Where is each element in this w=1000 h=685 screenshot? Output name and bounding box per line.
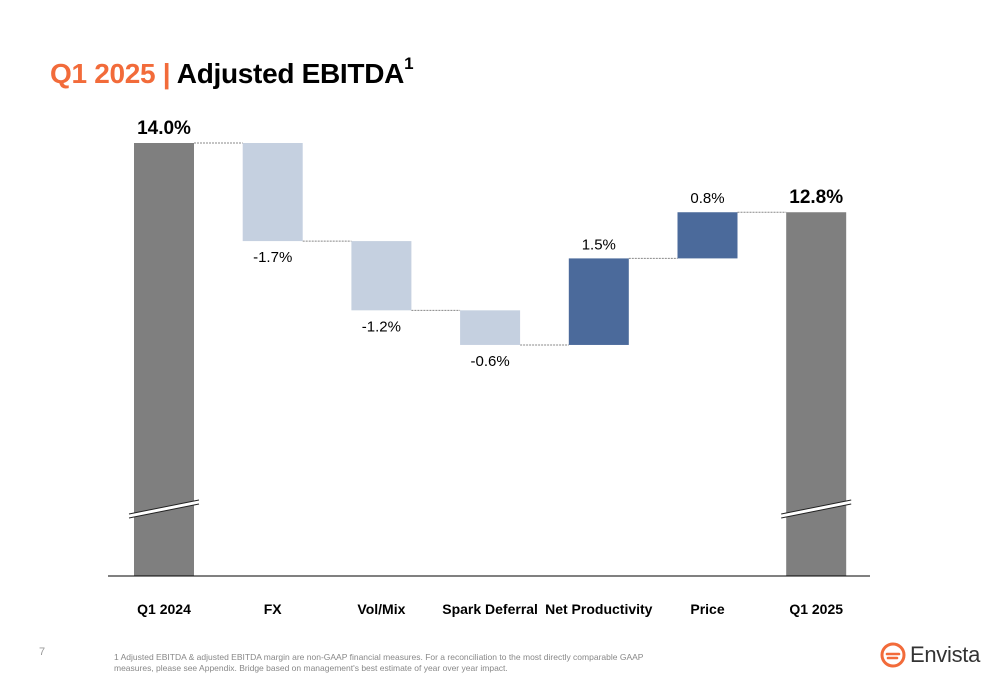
data-label: 14.0% bbox=[137, 118, 191, 139]
axis-break-gap bbox=[129, 500, 199, 518]
bar-q1-2025 bbox=[786, 212, 847, 577]
axis-break-line bbox=[781, 499, 852, 515]
data-label: -1.7% bbox=[253, 249, 292, 266]
data-label: 1.5% bbox=[582, 236, 616, 253]
waterfall-chart: 14.0% Q1 2024 -1.7% FX -1.2% Vol/Mix -0.6% Spar… bbox=[108, 118, 870, 617]
page-title: Q1 2025 | Adjusted EBITDA1 bbox=[50, 54, 414, 90]
data-label: -1.2% bbox=[362, 318, 401, 335]
axis-break-line bbox=[781, 503, 852, 519]
footnote: 1 Adjusted EBITDA & adjusted EBITDA marg… bbox=[114, 652, 644, 673]
category-label: Spark Deferral bbox=[442, 601, 538, 617]
data-label: 0.8% bbox=[690, 190, 724, 207]
bar-fx bbox=[242, 143, 303, 242]
envista-logo-icon bbox=[880, 642, 906, 668]
axis-break-line bbox=[128, 499, 200, 515]
bar-net-productivity bbox=[568, 258, 629, 345]
data-label: 12.8% bbox=[789, 187, 843, 208]
axis-break-line bbox=[128, 503, 200, 519]
category-label: Price bbox=[690, 601, 724, 617]
category-label: FX bbox=[264, 601, 283, 617]
category-label: Net Productivity bbox=[545, 601, 653, 617]
data-label: -0.6% bbox=[471, 353, 510, 370]
category-label: Q1 2024 bbox=[137, 601, 191, 617]
page-number: 7 bbox=[39, 646, 46, 658]
company-logo: Envista bbox=[880, 642, 980, 668]
title-period: Q1 2025 | bbox=[50, 58, 177, 89]
bar-price bbox=[677, 212, 738, 259]
bar-vol-mix bbox=[351, 241, 412, 311]
title-metric: Adjusted EBITDA bbox=[176, 58, 405, 89]
axis-break-gap bbox=[781, 500, 852, 518]
category-label: Q1 2025 bbox=[789, 601, 843, 617]
logo-text: Envista bbox=[910, 642, 981, 667]
bar-spark-deferral bbox=[460, 310, 521, 345]
category-label: Vol/Mix bbox=[357, 601, 405, 617]
title-footnote-marker: 1 bbox=[404, 54, 414, 73]
